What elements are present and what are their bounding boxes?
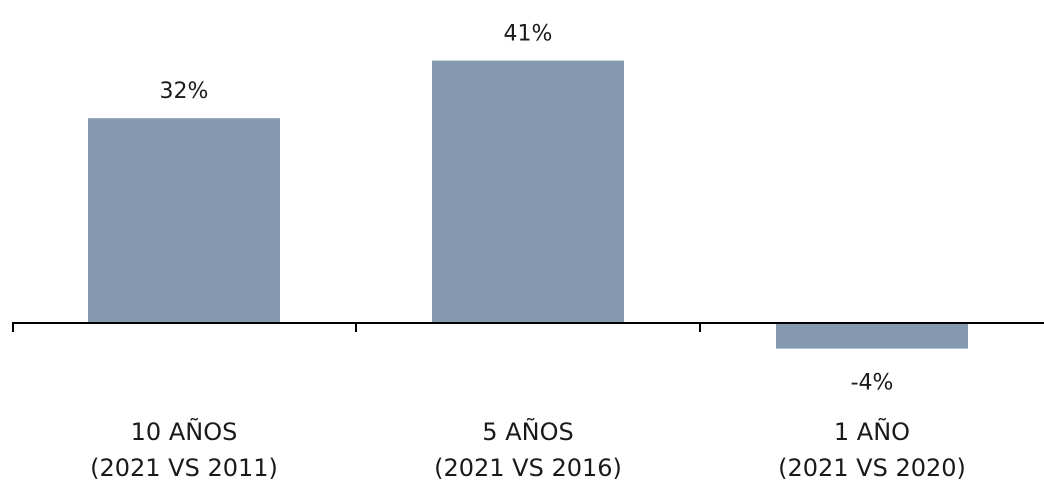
bar-3 [776,323,968,349]
data-label-2: 41% [504,22,553,47]
category-label-2-line-2: (2021 VS 2016) [434,454,622,482]
data-label-3: -4% [851,371,894,396]
data-label-1: 32% [160,79,209,104]
category-label-2-line-1: 5 AÑOS [482,416,573,446]
category-label-3-line-2: (2021 VS 2020) [778,454,966,482]
bar-1 [88,118,280,323]
category-label-1-line-1: 10 AÑOS [131,416,238,446]
bar-2 [432,60,624,323]
category-label-1-line-2: (2021 VS 2011) [90,454,278,482]
category-label-3-line-1: 1 AÑO [834,416,910,446]
